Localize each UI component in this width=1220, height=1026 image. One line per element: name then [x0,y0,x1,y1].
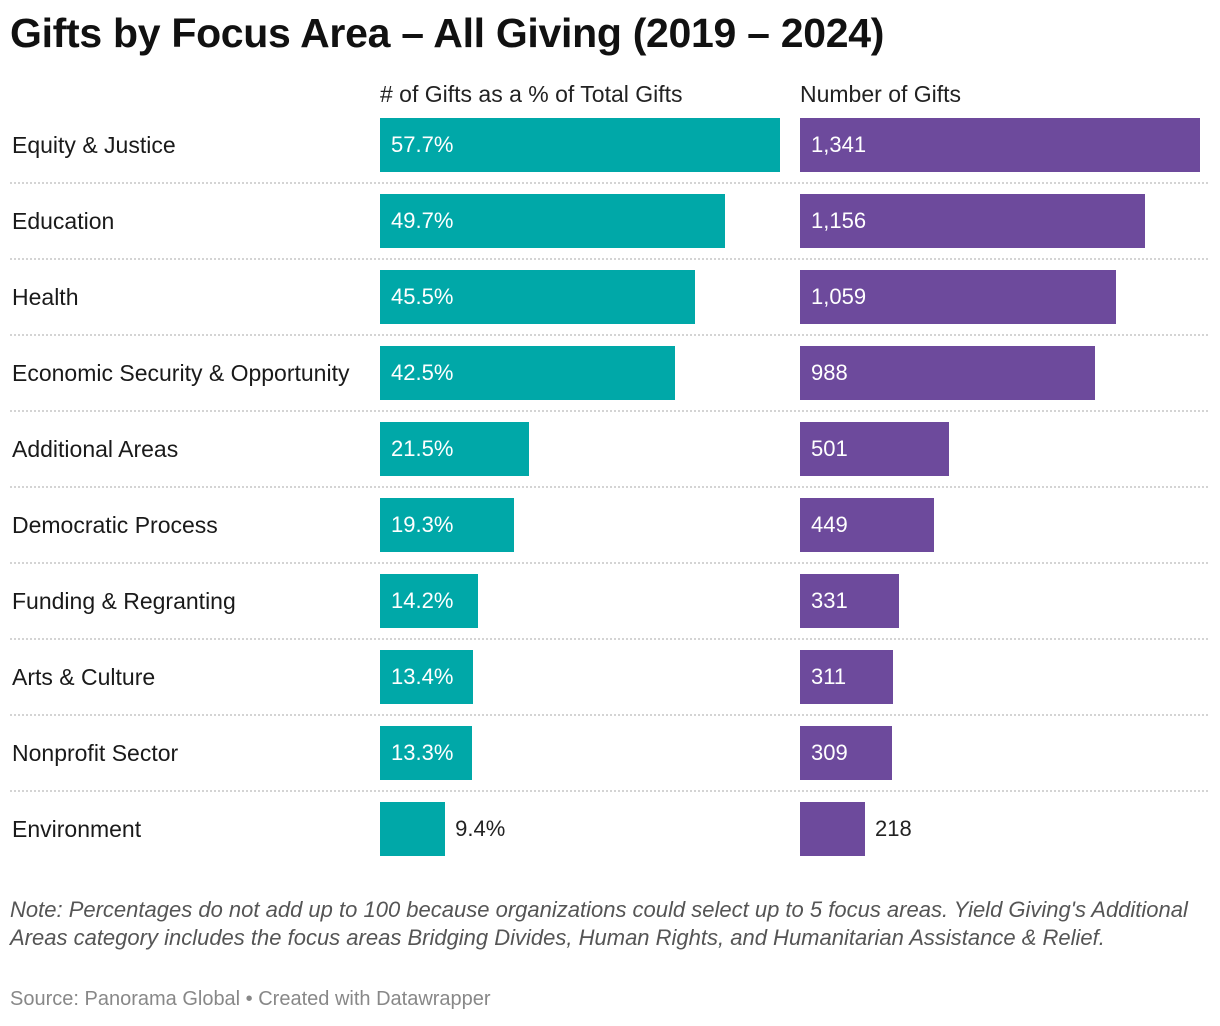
count-bar [800,498,934,552]
column-header-count: Number of Gifts [800,81,962,107]
row-separator [10,182,1208,184]
category-label: Economic Security & Opportunity [12,360,350,386]
percent-value-label: 42.5% [391,360,454,385]
chart-title: Gifts by Focus Area – All Giving (2019 –… [10,10,885,56]
category-label: Funding & Regranting [12,588,236,614]
percent-value-label: 13.4% [391,664,454,689]
column-header-percent: # of Gifts as a % of Total Gifts [380,81,683,107]
count-bar [800,650,893,704]
percent-bar [380,574,479,628]
chart-note: Note: Percentages do not add up to 100 b… [10,897,1188,950]
chart-row: Nonprofit Sector 13.3% 309 [0,726,1220,802]
row-separator [10,258,1208,260]
category-label: Health [12,284,79,310]
chart-source: Source: Panorama Global • Created with D… [10,988,491,1010]
percent-bar [380,650,473,704]
percent-bar [380,118,780,172]
percent-value-label: 45.5% [391,284,454,309]
count-bar [800,194,1145,248]
count-bar [800,346,1095,400]
percent-bar [380,422,530,476]
row-separator [10,638,1208,640]
count-value-label: 1,341 [811,132,867,157]
percent-value-label: 19.3% [391,512,454,537]
percent-bar [380,194,725,248]
count-value-label: 988 [811,360,848,385]
row-separator [10,334,1208,336]
chart-row: Additional Areas 21.5% 501 [0,422,1220,498]
percent-value-label: 57.7% [391,132,454,157]
percent-bar [380,726,473,780]
percent-value-label: 13.3% [391,740,454,765]
percent-value-label: 14.2% [391,588,454,613]
count-value-label: 1,059 [811,284,867,309]
count-value-label: 311 [811,664,847,689]
percent-bar [380,802,446,856]
count-bar [800,574,899,628]
chart-row: Democratic Process 19.3% 449 [0,498,1220,574]
count-value-label: 309 [811,740,848,765]
percent-bar [380,498,514,552]
chart-row: Arts & Culture 13.4% 311 [0,650,1220,726]
count-bar [800,726,893,780]
category-label: Additional Areas [12,436,179,462]
chart-row: Education 49.7% 1,156 [0,194,1220,270]
category-label: Environment [12,816,142,842]
chart-row: Health 45.5% 1,059 [0,270,1220,346]
category-label: Education [12,208,115,234]
count-bar [800,422,950,476]
count-bar [800,118,1200,172]
count-value-label: 501 [811,436,848,461]
count-value-label: 218 [875,816,912,841]
chart-row: Equity & Justice 57.7% 1,341 [0,118,1220,194]
category-label: Arts & Culture [12,664,156,690]
percent-value-label: 21.5% [391,436,454,461]
count-value-label: 1,156 [811,208,867,233]
chart-row: Economic Security & Opportunity 42.5% 988 [0,346,1220,422]
row-separator [10,714,1208,716]
row-separator [10,562,1208,564]
percent-value-label: 9.4% [455,816,506,841]
category-label: Equity & Justice [12,132,176,158]
count-bar [800,270,1116,324]
count-value-label: 331 [811,588,848,613]
chart-row: Funding & Regranting 14.2% 331 [0,574,1220,650]
category-label: Democratic Process [12,512,218,538]
row-separator [10,410,1208,412]
percent-value-label: 49.7% [391,208,454,233]
chart-row: Environment 9.4% 218 [0,802,1220,878]
row-separator [10,486,1208,488]
percent-bar [380,346,675,400]
count-bar [800,802,866,856]
percent-bar [380,270,696,324]
count-value-label: 449 [811,512,848,537]
row-separator [10,790,1208,792]
category-label: Nonprofit Sector [12,740,179,766]
